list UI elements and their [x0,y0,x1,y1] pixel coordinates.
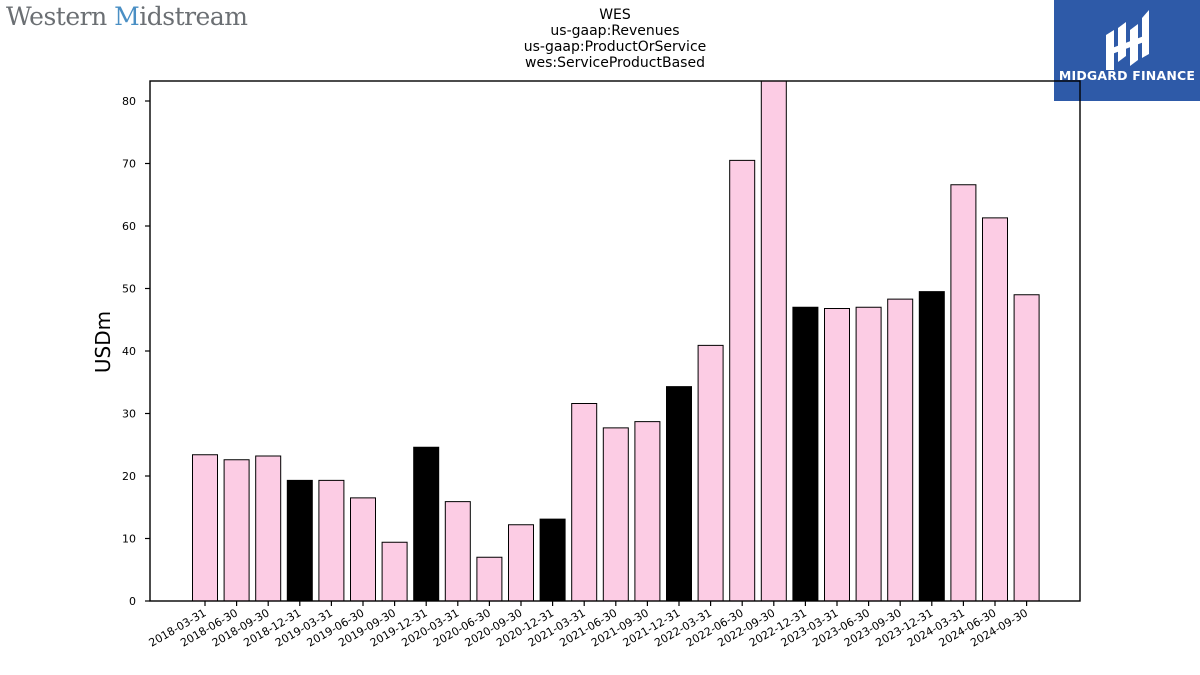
midgard-finance-logo: MIDGARD FINANCE [1054,0,1200,101]
bar [950,184,977,602]
y-tick-label: 30 [122,408,136,421]
bar [444,501,471,602]
bar [476,556,503,602]
bar [223,459,250,602]
bar [918,291,945,602]
logo-text: MIDGARD FINANCE [1058,68,1196,83]
bar [286,479,313,602]
bar [887,298,914,602]
midgard-mark-icon [1106,10,1149,70]
title-line: us-gaap:Revenues [550,23,680,39]
title-line: us-gaap:ProductOrService [523,39,707,55]
bar [192,454,218,602]
bar [824,308,850,602]
bar [381,541,408,602]
bar [697,344,724,602]
y-tick-label: 50 [122,283,136,296]
y-axis-label: USDm [91,311,115,373]
bar [508,524,534,602]
y-tick-label: 0 [129,595,136,608]
plot-frame [149,80,1081,602]
chart-title: WES us-gaap:Revenues us-gaap:ProductOrSe… [415,7,815,71]
bar [571,403,598,602]
title-line: WES [599,7,631,23]
western-midstream-logo: Western Midstream [6,2,248,31]
y-tick-label: 40 [122,345,136,358]
y-tick-label: 80 [122,95,136,108]
bar [413,446,440,602]
bar [318,479,345,602]
bar [855,306,882,602]
bar [350,497,376,602]
bar [539,518,566,602]
bar [792,306,819,602]
bar [982,217,1008,602]
bar [634,421,661,602]
bar [729,159,756,602]
bar [1013,294,1040,602]
bar [666,386,692,602]
y-tick-label: 60 [122,220,136,233]
bar [760,80,787,602]
bar [602,427,629,602]
y-tick-label: 70 [122,158,136,171]
y-tick-label: 20 [122,470,136,483]
bar [255,455,282,602]
y-tick-label: 10 [122,533,136,546]
title-line: wes:ServiceProductBased [525,55,705,71]
